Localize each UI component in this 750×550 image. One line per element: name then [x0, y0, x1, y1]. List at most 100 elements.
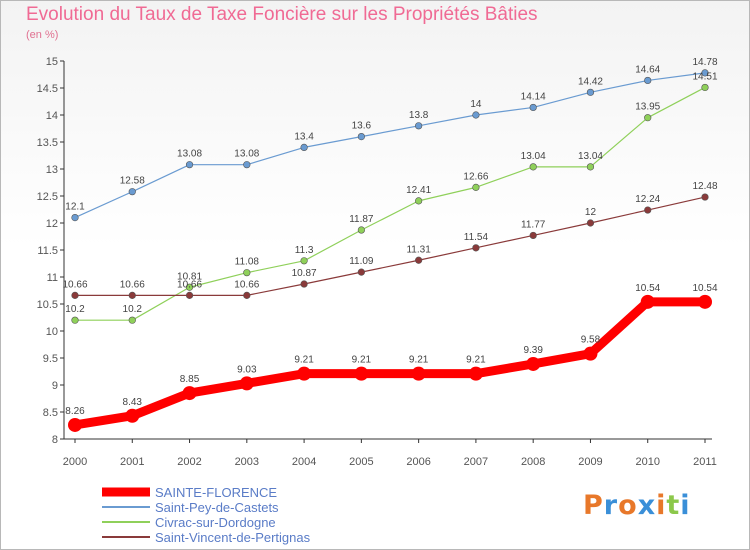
series-3: 10.66 10.66 10.66 10.66 10.87 11.09 11.31 11.54…: [62, 181, 718, 299]
data-point: [300, 280, 308, 288]
data-label: 10.87: [292, 268, 317, 279]
data-point: [701, 83, 709, 92]
data-label: 14.51: [692, 71, 717, 82]
data-point: [68, 417, 82, 432]
data-point: [128, 316, 136, 324]
x-tick-label: 2010: [635, 456, 659, 468]
series-2: 10.2 10.2 10.81 11.08 11.3 11.87 12.41 12.66 13.…: [65, 71, 718, 324]
y-tick-label: 13: [46, 164, 58, 176]
y-tick-label: 11.5: [37, 245, 58, 257]
x-tick-label: 2005: [349, 456, 373, 468]
data-label: 12.1: [65, 202, 85, 213]
data-point: [583, 346, 598, 361]
series-line: [74, 196, 706, 296]
data-point: [411, 366, 426, 381]
data-label: 10.66: [62, 279, 87, 290]
data-label: 10.2: [123, 304, 143, 315]
data-point: [357, 268, 365, 276]
series-1: 12.1 12.58 13.08 13.08 13.4 13.6 13.8 14 14.14 14…: [65, 57, 718, 222]
x-tick-label: 2007: [464, 456, 488, 468]
data-point: [71, 214, 79, 222]
data-label: 8.85: [180, 374, 200, 385]
x-tick-label: 2002: [177, 456, 201, 468]
logo-letter: P: [583, 490, 604, 521]
data-label: 11.31: [406, 244, 431, 255]
data-label: 14: [470, 99, 482, 110]
y-tick-label: 10.5: [37, 299, 58, 311]
series-line: [74, 72, 706, 219]
x-tick-label: 2011: [693, 456, 717, 468]
data-point: [357, 133, 365, 141]
data-point: [239, 376, 254, 391]
data-label: 9.03: [237, 364, 257, 375]
data-point: [472, 111, 480, 119]
data-point: [415, 122, 423, 130]
data-label: 13.4: [294, 131, 314, 142]
logo-letter: o: [618, 490, 638, 521]
data-point: [125, 408, 140, 423]
data-label: 9.58: [581, 335, 601, 346]
data-label: 10.66: [120, 279, 145, 290]
legend-label: Civrac-sur-Dordogne: [155, 515, 276, 530]
x-tick-label: 2006: [406, 456, 430, 468]
data-point: [472, 244, 480, 252]
data-point: [701, 69, 709, 77]
data-point: [644, 76, 652, 85]
data-point: [529, 163, 537, 171]
data-label: 10.81: [177, 271, 202, 282]
data-label: 11.08: [235, 257, 260, 268]
data-point: [300, 257, 308, 265]
series-line: [74, 86, 706, 321]
data-point: [185, 291, 194, 299]
axes: 8 8.5 9 9.5 10 10.5 11 11.5 12 12.5 13 13.5 14 14.5 15…: [37, 56, 717, 468]
x-tick-label: 2000: [63, 456, 87, 468]
logo-letter: x: [637, 490, 657, 521]
data-label: 11.09: [349, 256, 374, 267]
logo-letter: i: [656, 490, 667, 521]
data-label: 13.08: [177, 149, 202, 160]
data-point: [415, 197, 423, 205]
data-point: [71, 316, 79, 324]
y-tick-label: 10: [46, 326, 58, 338]
proxiti-logo: Proxiti: [583, 490, 691, 521]
data-label: 11.54: [464, 232, 489, 243]
data-point: [586, 163, 595, 171]
x-tick-label: 2004: [292, 456, 316, 468]
y-tick-label: 9.5: [43, 353, 58, 365]
data-point: [243, 161, 251, 169]
series-0: 8.26 8.43 8.85 9.03 9.21 9.21 9.21 9.21 9.39 9.58…: [65, 283, 718, 432]
data-point: [468, 366, 483, 381]
y-tick-label: 13.5: [37, 137, 58, 149]
data-label: 11.87: [349, 214, 374, 225]
legend: SAINTE-FLORENCESaint-Pey-de-CastetsCivra…: [102, 485, 311, 545]
data-point: [644, 114, 652, 122]
legend-label: Saint-Vincent-de-Pertignas: [155, 530, 311, 545]
data-label: 10.66: [177, 279, 202, 290]
data-label: 10.54: [635, 283, 660, 294]
data-point: [586, 219, 595, 227]
data-label: 12: [585, 207, 597, 218]
y-tick-label: 14.5: [37, 83, 58, 95]
data-label: 9.21: [294, 355, 314, 366]
x-tick-label: 2003: [235, 456, 259, 468]
data-label: 14.64: [635, 64, 660, 75]
data-point: [526, 356, 541, 371]
data-point: [472, 183, 480, 191]
data-point: [182, 386, 197, 401]
data-point: [243, 291, 251, 299]
data-label: 11.77: [521, 219, 546, 230]
data-point: [300, 143, 308, 151]
data-label: 13.95: [635, 102, 660, 113]
data-point: [644, 206, 652, 214]
data-label: 13.8: [409, 110, 429, 121]
logo-letter: i: [680, 490, 691, 521]
data-point: [586, 88, 595, 96]
chart-title: Evolution du Taux de Taxe Foncière sur l…: [26, 4, 538, 25]
data-point: [640, 294, 655, 309]
legend-label: SAINTE-FLORENCE: [155, 485, 277, 500]
y-tick-label: 15: [46, 56, 58, 68]
data-label: 12.58: [120, 176, 145, 187]
data-point: [701, 193, 709, 201]
data-label: 8.26: [65, 406, 85, 417]
